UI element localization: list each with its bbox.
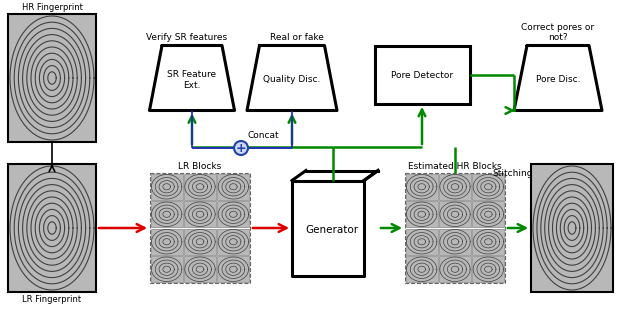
Bar — [405, 173, 505, 283]
Text: Pore Detector: Pore Detector — [391, 70, 453, 79]
Text: Generator: Generator — [305, 225, 358, 235]
Bar — [218, 229, 249, 255]
Text: Correct pores or
not?: Correct pores or not? — [522, 23, 595, 43]
Bar — [472, 229, 504, 255]
Bar — [151, 256, 182, 282]
Bar — [406, 256, 438, 282]
Bar — [406, 201, 438, 227]
Text: Concat: Concat — [247, 132, 278, 141]
Text: Verify SR features: Verify SR features — [147, 33, 228, 43]
Bar — [151, 201, 182, 227]
Bar — [439, 201, 471, 227]
Polygon shape — [514, 45, 602, 111]
Bar — [218, 174, 249, 200]
Text: Quality Disc.: Quality Disc. — [263, 75, 321, 84]
Bar — [151, 174, 182, 200]
Bar — [8, 164, 96, 292]
Text: SR Feature
Ext.: SR Feature Ext. — [168, 70, 216, 90]
Bar — [472, 256, 504, 282]
Text: LR Blocks: LR Blocks — [179, 162, 221, 171]
Bar — [218, 256, 249, 282]
Bar — [472, 174, 504, 200]
Text: Pore Disc.: Pore Disc. — [536, 75, 580, 84]
Polygon shape — [150, 45, 234, 111]
Bar — [439, 229, 471, 255]
Text: HR Fingerprint: HR Fingerprint — [22, 3, 83, 12]
Bar — [406, 174, 438, 200]
Polygon shape — [292, 180, 364, 276]
Bar — [374, 46, 470, 104]
Text: LR Fingerprint: LR Fingerprint — [22, 295, 81, 304]
Text: Stitching: Stitching — [493, 169, 533, 178]
Circle shape — [234, 141, 248, 155]
Bar — [150, 173, 250, 283]
Text: Real or fake: Real or fake — [270, 33, 324, 43]
Bar — [8, 14, 96, 142]
Bar — [184, 201, 216, 227]
Bar — [531, 164, 613, 292]
Text: +: + — [236, 142, 246, 154]
Bar — [439, 174, 471, 200]
Bar — [184, 256, 216, 282]
Bar — [439, 256, 471, 282]
Bar — [472, 201, 504, 227]
Text: Estimated HR Blocks: Estimated HR Blocks — [408, 162, 502, 171]
Bar — [406, 229, 438, 255]
Bar — [184, 174, 216, 200]
Bar — [184, 229, 216, 255]
Bar — [218, 201, 249, 227]
Polygon shape — [247, 45, 337, 111]
Bar — [151, 229, 182, 255]
